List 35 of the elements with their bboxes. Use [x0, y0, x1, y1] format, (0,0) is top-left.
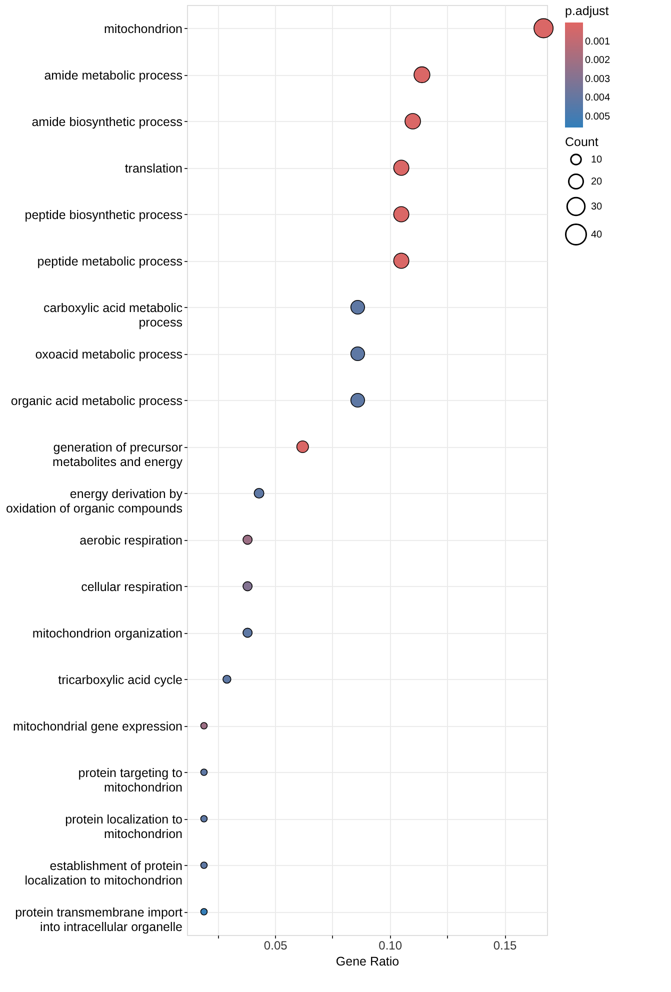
y-tick-label: energy derivation by oxidation of organic compounds: [6, 486, 184, 516]
y-tick-label: protein transmembrane import into intracellular organelle: [15, 905, 184, 934]
y-tick-label: generation of precursor metabolites and energy: [52, 440, 184, 469]
y-tick-label: protein targeting to mitochondrion: [78, 766, 183, 794]
y-tick-label: translation: [124, 161, 183, 176]
x-axis-title: Gene Ratio: [336, 954, 400, 968]
legend-label: 30: [591, 202, 603, 212]
color-bar-label: 0.002: [585, 55, 610, 66]
y-tick-label: peptide metabolic process: [37, 254, 182, 268]
legend-label: 40: [591, 230, 603, 240]
color-bar-label: 0.003: [585, 74, 610, 85]
y-tick-label: mitochondrion organization: [32, 626, 183, 640]
color-bar-label: 0.005: [585, 111, 610, 122]
y-tick-label: mitochondrion: [104, 22, 183, 36]
y-tick-label: amide metabolic process: [44, 68, 182, 82]
legend-label: 20: [591, 176, 603, 188]
x-tick-label: 0.10: [378, 938, 402, 952]
color-bar-label: 0.001: [585, 36, 610, 48]
y-tick-label: carboxylic acid metabolic process: [44, 300, 182, 330]
y-tick-label: oxoacid metabolic process: [35, 347, 182, 362]
color-bar-title: p.adjust: [565, 4, 610, 18]
legend-title: Count: [565, 135, 599, 149]
y-tick-label: cellular respiration: [81, 580, 183, 594]
color-bar-label: 0.004: [585, 92, 610, 104]
y-tick-label: organic acid metabolic process: [10, 394, 182, 408]
y-tick-label: protein localization to mitochondrion: [65, 812, 183, 841]
y-tick-label: tricarboxylic acid cycle: [58, 672, 183, 687]
y-tick-label: establishment of protein localization to mitochondrion: [24, 858, 183, 888]
y-tick-label: aerobic respiration: [80, 533, 183, 548]
y-tick-label: amide biosynthetic process: [32, 114, 182, 129]
y-tick-label: mitochondrial gene expression: [12, 719, 183, 734]
x-tick-label: 0.15: [493, 938, 518, 952]
x-tick-label: 0.05: [264, 938, 288, 952]
legend-label: 10: [591, 154, 603, 166]
y-tick-label: peptide biosynthetic process: [24, 208, 182, 222]
